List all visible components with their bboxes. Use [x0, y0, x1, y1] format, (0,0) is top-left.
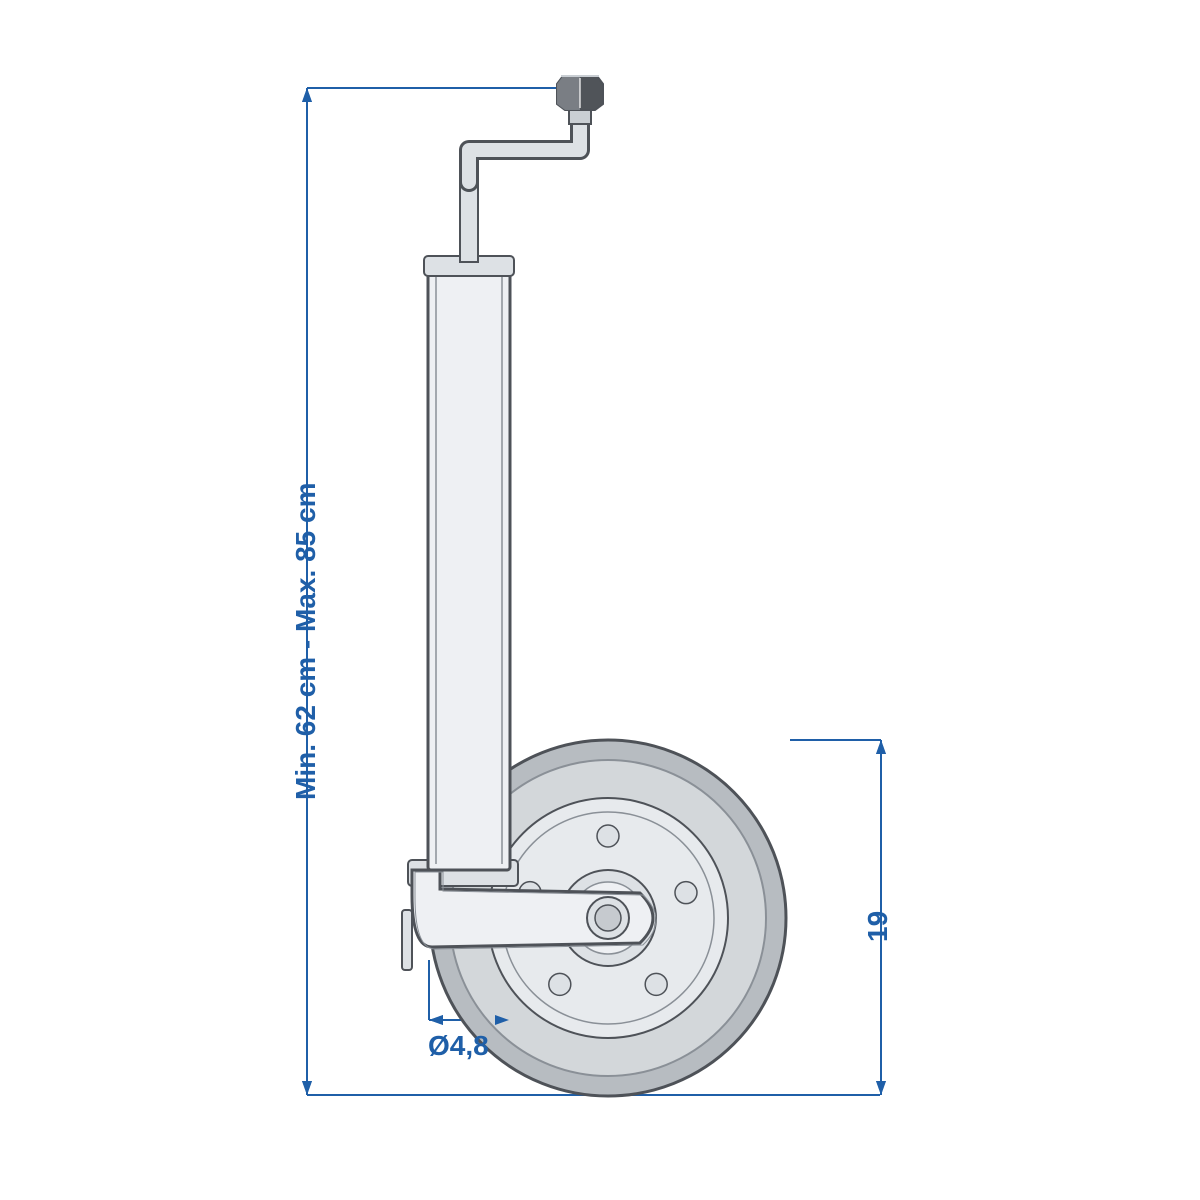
technical-drawing-svg: [0, 0, 1200, 1200]
dim-label-overall-height: Min. 62 cm - Max. 85 cm: [290, 483, 322, 800]
tube-group: [424, 256, 514, 870]
dim-label-wheel-diameter: 19: [862, 911, 894, 942]
diagram-canvas: Min. 62 cm - Max. 85 cm 19 Ø4,8: [0, 0, 1200, 1200]
dim-label-tube-diameter: Ø4,8: [428, 1030, 489, 1062]
